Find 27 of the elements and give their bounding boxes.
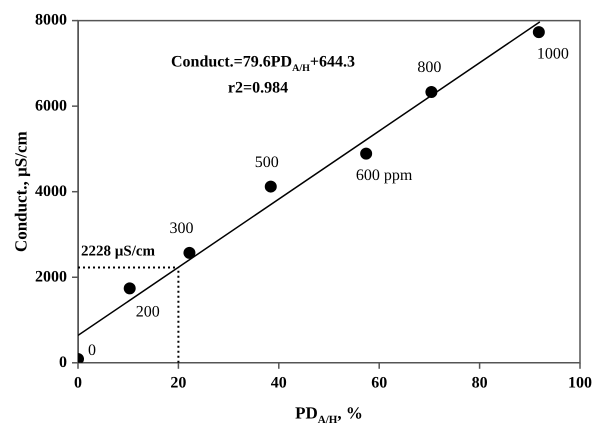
y-tick-label: 6000 xyxy=(35,97,67,114)
point xyxy=(264,180,277,193)
annotation: 200 xyxy=(136,304,160,321)
point xyxy=(183,246,196,259)
y-tick-label: 8000 xyxy=(35,12,67,29)
point xyxy=(360,148,372,160)
y-tick-label: 0 xyxy=(59,354,67,371)
x-tick-label: 60 xyxy=(371,374,388,392)
x-tick-label: 100 xyxy=(568,374,592,392)
y-axis-title: Conduct., µS/cm xyxy=(11,131,30,252)
y-tick-label: 4000 xyxy=(35,182,67,200)
annotation: 0 xyxy=(88,342,96,360)
annotation: 600 ppm xyxy=(356,166,413,184)
annotation: 500 xyxy=(254,154,279,171)
annotation: 300 xyxy=(169,220,194,238)
x-tick-label: 80 xyxy=(472,374,488,392)
point xyxy=(425,86,438,98)
y-tick-label: 2000 xyxy=(35,268,67,286)
x-tick-label: 40 xyxy=(270,374,287,392)
point xyxy=(532,26,545,38)
ref-line-label: 2228 µS/cm xyxy=(81,243,156,260)
x-tick-label: 20 xyxy=(170,374,186,392)
annotation: r2=0.984 xyxy=(228,80,288,97)
annotation: 800 xyxy=(417,59,442,76)
point xyxy=(124,282,136,294)
annotation: 1000 xyxy=(536,45,569,62)
x-tick-label: 0 xyxy=(74,374,82,392)
